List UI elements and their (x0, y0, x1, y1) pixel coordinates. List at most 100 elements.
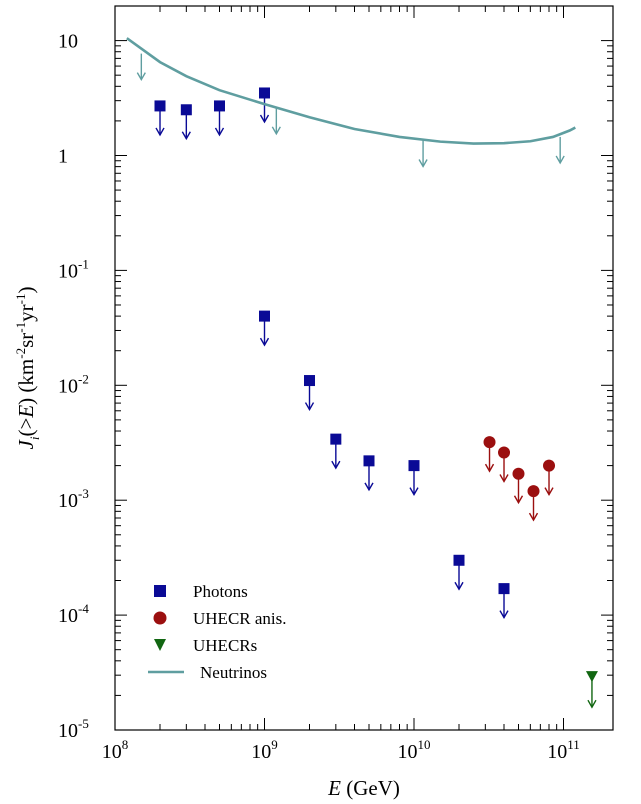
photon-marker (213, 100, 225, 112)
uhecr-anis-limit-arrow (544, 468, 554, 497)
y-tick-label: 10-1 (58, 256, 89, 282)
photon-marker (304, 375, 316, 387)
photon-point (304, 375, 316, 411)
legend-label: Neutrinos (200, 663, 267, 682)
photon-marker (154, 100, 166, 112)
photon-marker (259, 310, 270, 322)
photon-limit-arrow (499, 591, 509, 620)
x-tick-label: 108 (102, 737, 129, 763)
photon-limit-arrow (331, 442, 341, 470)
photon-marker (180, 104, 192, 116)
legend: Photons UHECR anis. UHECRs Neutrinos (148, 582, 287, 682)
photon-marker (408, 460, 420, 472)
legend-label: UHECRs (193, 636, 257, 655)
uhecr-anis-limit-arrow (499, 455, 509, 483)
uhecr-anis-limit-arrow (484, 445, 495, 473)
legend-swatch-triangle (154, 639, 166, 651)
uhecr-anis-point (543, 459, 556, 497)
neutrino-limit-arrow (418, 140, 428, 168)
photon-marker (453, 554, 465, 566)
legend-item: Photons (154, 582, 248, 601)
y-tick-label: 10-3 (58, 486, 89, 512)
limit-arrow-head (259, 337, 270, 347)
neutrino-limit-arrow (271, 107, 281, 136)
uhecr-anis-point (483, 436, 496, 473)
y-tick-label: 10-4 (58, 601, 89, 627)
legend-swatch-square (154, 585, 166, 597)
y-tick-label: 10 (58, 31, 78, 53)
photon-marker (363, 455, 375, 467)
photon-limit-arrow (259, 95, 270, 124)
x-axis-label: E (GeV) (327, 776, 400, 800)
x-tick-label: 109 (251, 737, 278, 763)
uhecr-anis-marker (543, 459, 556, 472)
y-tick-label: 10-2 (58, 371, 89, 397)
axes: 108 109 1010 1011 10 1 10-1 10-2 10-3 10-4 10-5 E (… (13, 5, 614, 800)
uhecr-anis-marker (483, 436, 496, 449)
photon-limit-arrow (155, 108, 165, 137)
photon-limit-arrow (304, 383, 315, 411)
limit-arrow-head (555, 155, 565, 165)
neutrino-limit-arrow (555, 136, 565, 165)
limit-arrow-head (214, 127, 225, 137)
legend-item: UHECRs (154, 636, 257, 655)
photon-point (408, 460, 420, 497)
photon-point (453, 554, 465, 591)
limit-arrow-head (259, 114, 270, 124)
photon-limit-arrow (259, 319, 270, 347)
limit-arrow-head (454, 581, 464, 591)
legend-item: Neutrinos (148, 663, 267, 682)
photon-marker (259, 87, 270, 99)
limit-arrow-head (331, 460, 341, 470)
limit-arrow-head (364, 482, 374, 492)
x-tick-label: 1011 (547, 737, 580, 763)
uhecr-marker (585, 671, 598, 683)
photon-limit-arrow (364, 463, 374, 492)
limit-arrow-head (304, 402, 315, 411)
legend-label: UHECR anis. (193, 609, 287, 628)
uhecr-anis-marker (498, 446, 511, 459)
photon-marker (498, 583, 510, 595)
photon-marker (330, 433, 342, 445)
limit-arrow-head (528, 512, 539, 522)
uhecr-anis-marker (512, 467, 525, 480)
plot-data (126, 37, 598, 709)
limit-arrow-head (587, 699, 597, 709)
photon-point (154, 100, 166, 137)
photon-point (330, 433, 342, 470)
limit-arrow-head (544, 487, 554, 497)
limit-arrow-head (409, 487, 419, 497)
y-axis-label: Ji(>E) (km-2sr-1yr-1) (13, 287, 42, 450)
legend-label: Photons (193, 582, 248, 601)
photon-point (259, 310, 270, 347)
limit-arrow-head (271, 126, 281, 136)
limit-arrow-head (513, 495, 524, 505)
uhecr-anis-marker (527, 485, 540, 498)
uhecr-point (585, 671, 598, 709)
photon-point (498, 583, 510, 620)
uhecr-anis-limit-arrow (528, 494, 539, 522)
legend-item: UHECR anis. (153, 609, 287, 628)
uhecr-anis-limit-arrow (513, 476, 524, 505)
limit-arrow-head (155, 127, 165, 137)
photon-limit-arrow (409, 468, 419, 497)
neutrino-limit-arrow (136, 53, 146, 82)
photon-limit-arrow (214, 108, 225, 137)
limit-arrow-head (418, 159, 428, 168)
limit-arrow-head (484, 463, 495, 473)
limit-arrow-head (499, 474, 509, 483)
photon-limit-arrow (181, 112, 191, 141)
uhecr-anis-point (498, 446, 511, 483)
uhecr-anis-point (527, 485, 540, 522)
limit-arrow-head (499, 610, 509, 620)
y-tick-label: 10-5 (58, 716, 89, 742)
plot-frame (114, 5, 614, 731)
photon-point (363, 455, 375, 492)
uhecr-anis-point (512, 467, 525, 505)
limit-arrow-head (136, 72, 146, 82)
x-tick-label: 1010 (398, 737, 431, 763)
photon-point (180, 104, 192, 141)
y-tick-label: 1 (58, 145, 68, 167)
photon-point (259, 87, 270, 124)
